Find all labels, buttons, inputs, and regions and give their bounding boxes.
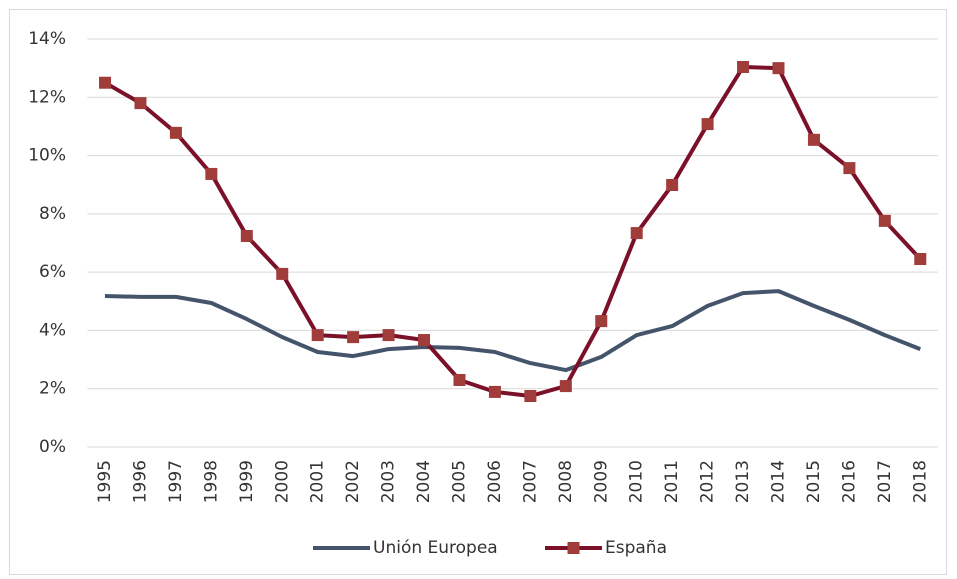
- x-tick-label: 1997: [166, 460, 186, 503]
- legend-label: Unión Europea: [373, 538, 498, 558]
- x-tick-label: 2005: [449, 460, 469, 503]
- x-tick-label: 1996: [130, 460, 150, 503]
- point-marker: [878, 214, 891, 227]
- x-tick-label: 2008: [556, 460, 576, 503]
- x-tick-label: 2007: [520, 460, 540, 503]
- point-marker: [807, 133, 820, 146]
- x-tick-label: 2009: [591, 460, 611, 503]
- point-marker: [666, 179, 679, 192]
- point-marker: [914, 253, 927, 266]
- y-tick-label: 8%: [39, 204, 66, 224]
- point-marker: [524, 390, 537, 402]
- point-marker: [276, 267, 289, 280]
- point-marker: [382, 329, 395, 342]
- y-tick-label: 4%: [39, 320, 66, 340]
- x-tick-label: 2018: [910, 460, 930, 503]
- x-tick-label: 2011: [662, 460, 682, 503]
- y-tick-label: 2%: [39, 379, 66, 399]
- point-marker: [347, 331, 360, 344]
- point-marker: [701, 118, 714, 131]
- point-marker: [99, 76, 112, 89]
- x-tick-label: 2012: [698, 460, 718, 503]
- point-marker: [843, 162, 856, 175]
- point-marker: [205, 167, 218, 180]
- point-marker: [488, 385, 501, 398]
- legend-label: España: [605, 538, 667, 558]
- point-marker: [737, 60, 750, 73]
- point-marker: [311, 329, 324, 342]
- y-tick-label: 10%: [28, 146, 66, 166]
- point-marker: [595, 315, 608, 328]
- x-tick-label: 2001: [308, 460, 328, 503]
- point-marker: [630, 227, 643, 240]
- point-marker: [453, 373, 466, 386]
- point-marker: [169, 126, 182, 139]
- x-tick-label: 1998: [201, 460, 221, 503]
- y-tick-label: 0%: [39, 437, 66, 457]
- point-marker: [559, 380, 572, 393]
- y-tick-label: 6%: [39, 262, 66, 282]
- x-tick-label: 1999: [237, 460, 257, 503]
- x-tick-label: 2002: [343, 460, 363, 503]
- x-tick-label: 2015: [804, 460, 824, 503]
- series-line: [104, 65, 922, 398]
- series-line: [104, 289, 922, 373]
- point-marker: [772, 62, 785, 75]
- point-marker: [418, 334, 431, 347]
- x-tick-label: 2006: [485, 460, 505, 503]
- chart-border: [9, 9, 947, 575]
- x-tick-label: 2016: [839, 460, 859, 503]
- point-marker: [240, 230, 253, 243]
- x-tick-label: 2013: [733, 460, 753, 503]
- x-tick-label: 2010: [627, 460, 647, 503]
- y-tick-label: 12%: [28, 87, 66, 107]
- x-tick-label: 2003: [379, 460, 399, 503]
- point-marker: [134, 97, 147, 110]
- x-tick-label: 2000: [272, 460, 292, 503]
- y-tick-label: 14%: [28, 29, 66, 49]
- x-tick-label: 1995: [95, 460, 115, 503]
- x-tick-label: 2004: [414, 460, 434, 503]
- x-tick-label: 2017: [875, 460, 895, 503]
- legend-marker: [567, 542, 580, 554]
- x-tick-label: 2014: [768, 460, 788, 503]
